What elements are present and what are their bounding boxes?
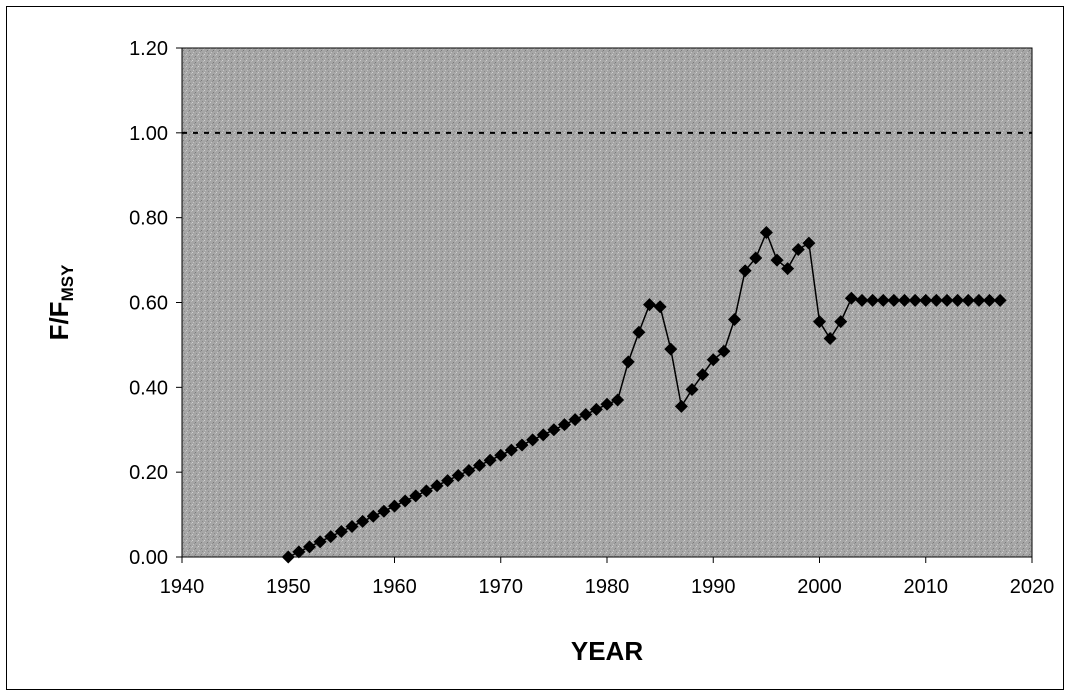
y-tick-label: 1.00	[129, 123, 168, 145]
y-axis-title-main: F/F	[44, 301, 74, 340]
data-point	[770, 253, 784, 267]
x-tick-label: 1970	[479, 576, 524, 598]
x-axis-title: YEAR	[571, 636, 643, 666]
data-point	[929, 293, 943, 307]
data-point	[643, 298, 656, 312]
data-point	[398, 494, 412, 508]
y-tick-label: 0.00	[129, 547, 168, 569]
data-point	[451, 469, 465, 483]
x-tick-label: 1940	[160, 576, 205, 598]
y-tick-label: 1.20	[129, 38, 168, 60]
data-point	[441, 474, 455, 488]
data-point	[483, 453, 497, 467]
data-point	[281, 550, 295, 564]
y-tick-label: 0.80	[129, 208, 168, 230]
data-point	[696, 368, 710, 382]
data-point	[313, 535, 327, 549]
data-point	[951, 293, 965, 307]
data-point	[611, 393, 625, 407]
data-point	[589, 402, 603, 416]
data-point	[876, 293, 890, 307]
x-tick-label: 2010	[904, 576, 949, 598]
data-point	[504, 443, 518, 457]
series-layer	[281, 226, 1007, 564]
data-point	[823, 332, 837, 346]
data-point	[759, 226, 773, 240]
x-tick-label: 2000	[797, 576, 842, 598]
data-point	[409, 489, 423, 503]
data-point	[908, 293, 922, 307]
x-tick-label: 2020	[1010, 576, 1055, 598]
y-axis-title-subscript: MSY	[58, 264, 77, 302]
data-point	[834, 315, 848, 329]
data-point	[621, 355, 635, 369]
data-point	[473, 458, 486, 472]
data-point	[515, 438, 529, 452]
data-point	[866, 293, 880, 307]
data-point	[526, 433, 540, 447]
data-point	[494, 448, 508, 462]
data-point	[462, 463, 476, 477]
data-point	[377, 504, 391, 518]
y-tick-label: 0.60	[129, 293, 168, 315]
data-point	[813, 315, 826, 329]
x-tick-label: 1990	[691, 576, 736, 598]
data-point	[388, 499, 401, 513]
data-point	[536, 428, 550, 442]
data-point	[356, 514, 370, 528]
y-axis-title: F/FMSY	[44, 264, 77, 341]
data-point	[579, 407, 593, 421]
data-point	[983, 293, 996, 307]
x-axis: 1940 1950 1960 1970 1980 1990 2000 2010 2020	[160, 557, 1055, 598]
data-point	[685, 382, 699, 396]
data-point	[993, 293, 1007, 307]
data-point	[844, 291, 858, 305]
y-axis: 0.00 0.20 0.40 0.60 0.80 1.00 1.20	[129, 38, 182, 569]
data-point	[855, 293, 869, 307]
y-tick-label: 0.20	[129, 462, 168, 484]
y-tick-label: 0.40	[129, 377, 168, 399]
x-tick-label: 1960	[372, 576, 417, 598]
x-tick-label: 1950	[266, 576, 311, 598]
data-point	[940, 293, 954, 307]
data-point	[324, 530, 338, 544]
data-point	[334, 525, 348, 539]
data-point	[664, 342, 678, 356]
data-point	[898, 293, 911, 307]
data-point	[632, 325, 646, 339]
data-point	[547, 423, 561, 437]
data-point	[749, 251, 763, 265]
data-point	[600, 397, 614, 411]
data-point	[728, 312, 741, 326]
data-point	[781, 262, 795, 276]
data-point	[568, 413, 582, 427]
data-point	[887, 293, 901, 307]
x-tick-label: 1980	[585, 576, 630, 598]
data-point	[653, 300, 667, 314]
data-point	[961, 293, 975, 307]
data-point	[972, 293, 986, 307]
data-point	[706, 353, 720, 367]
data-point	[802, 236, 816, 250]
data-point	[345, 519, 359, 533]
data-point	[738, 264, 752, 278]
data-point	[366, 509, 380, 523]
data-point	[292, 545, 306, 559]
data-point	[558, 418, 571, 432]
data-point	[791, 242, 805, 256]
data-point	[717, 344, 731, 358]
data-point	[430, 479, 444, 493]
data-point	[674, 399, 688, 413]
data-point	[919, 293, 933, 307]
data-point	[303, 540, 316, 554]
data-point	[419, 484, 433, 498]
